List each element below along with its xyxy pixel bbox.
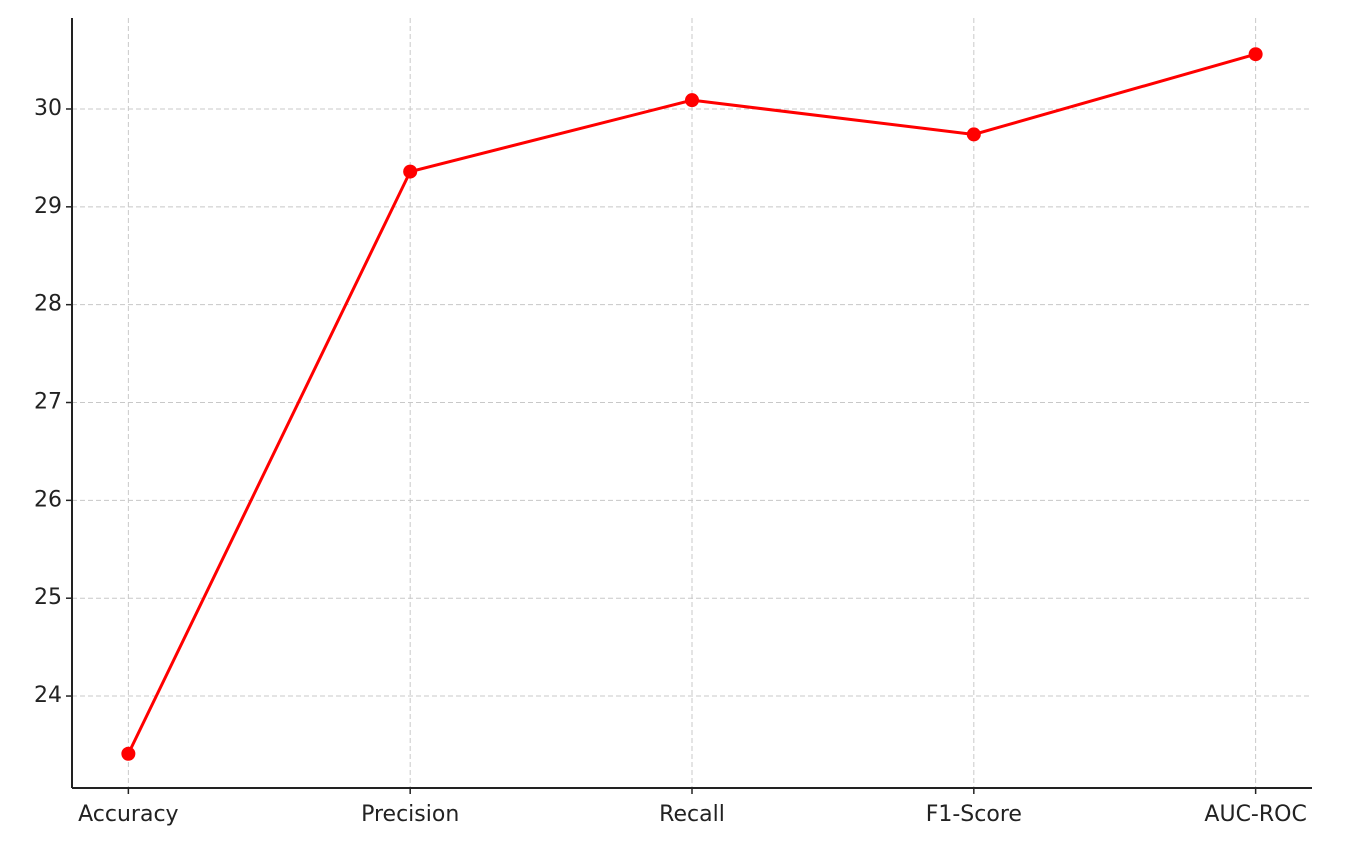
x-tick-label: AUC-ROC: [1204, 802, 1306, 827]
y-tick-label: 29: [34, 194, 62, 219]
y-tick-label: 27: [34, 390, 62, 415]
x-tick-label: Accuracy: [78, 802, 178, 827]
x-tick-label: F1-Score: [926, 802, 1022, 827]
y-tick-label: 26: [34, 487, 62, 512]
x-tick-label: Recall: [659, 802, 725, 827]
y-tick-label: 30: [34, 96, 62, 121]
point: [1248, 47, 1263, 62]
point: [121, 746, 136, 761]
y-tick-label: 25: [34, 585, 62, 610]
y-tick-label: 24: [34, 683, 62, 708]
point: [403, 164, 418, 179]
x-tick-label: Precision: [361, 802, 459, 827]
point: [966, 127, 981, 142]
y-tick-label: 28: [34, 292, 62, 317]
point: [685, 93, 699, 108]
